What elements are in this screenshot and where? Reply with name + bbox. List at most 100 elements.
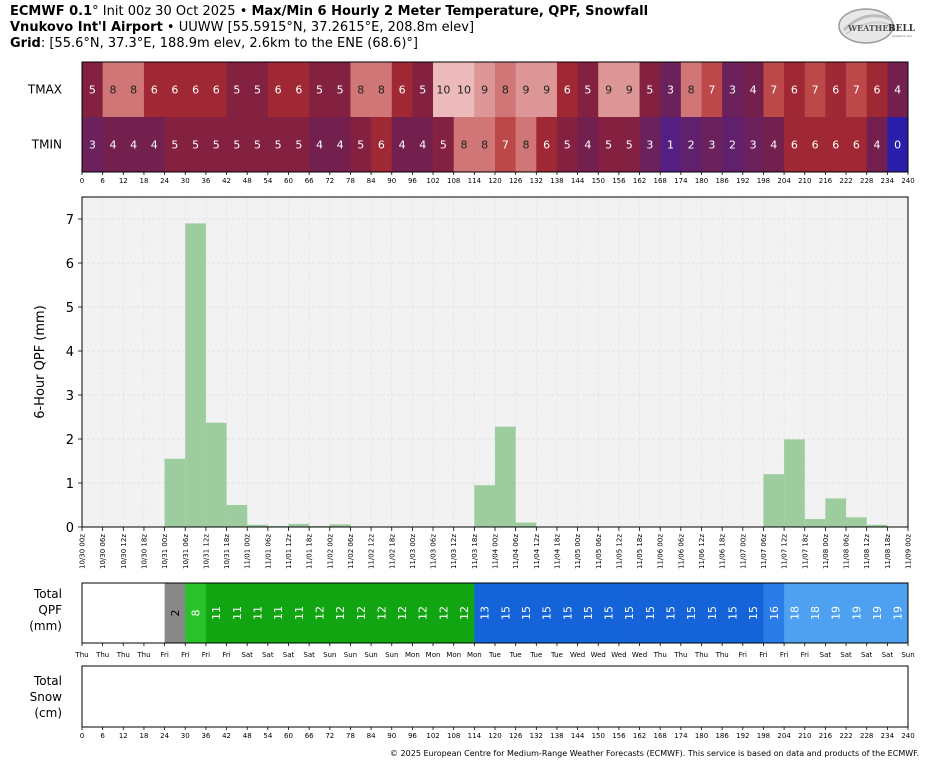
day-label: Fri bbox=[801, 651, 809, 659]
temp-value: 3 bbox=[729, 84, 736, 97]
hour-label: 192 bbox=[736, 177, 749, 185]
total-qpf-value: 12 bbox=[437, 606, 450, 620]
temp-value: 6 bbox=[151, 84, 158, 97]
row-label-tmax: TMAX bbox=[27, 83, 62, 97]
qpf-bar bbox=[804, 519, 826, 527]
day-label: Fri bbox=[780, 651, 788, 659]
day-label: Sat bbox=[861, 651, 873, 659]
temp-cell bbox=[247, 117, 269, 172]
temp-cell bbox=[804, 62, 826, 117]
temp-cell bbox=[701, 117, 723, 172]
temp-cell bbox=[123, 62, 145, 117]
y-tick-label: 5 bbox=[66, 301, 74, 316]
hour-label: 6 bbox=[100, 177, 105, 185]
hour-label: 24 bbox=[160, 177, 169, 185]
temp-value: 4 bbox=[894, 84, 901, 97]
temp-cell bbox=[660, 117, 682, 172]
y-tick-label: 4 bbox=[66, 345, 74, 360]
total-qpf-value: 15 bbox=[706, 606, 719, 620]
hour-label: 6 bbox=[100, 732, 105, 740]
total-qpf-value: 11 bbox=[252, 606, 265, 620]
temp-value: 8 bbox=[481, 139, 488, 152]
temp-cell bbox=[185, 117, 207, 172]
x-tick-label: 11/09 00z bbox=[905, 534, 913, 569]
hour-label: 48 bbox=[243, 177, 252, 185]
day-label: Sun bbox=[323, 651, 336, 659]
x-tick-label: 11/03 18z bbox=[471, 534, 479, 569]
total-qpf-value: 15 bbox=[541, 606, 554, 620]
temp-value: 6 bbox=[171, 84, 178, 97]
total-qpf-cell bbox=[846, 583, 868, 643]
total-qpf-value: 18 bbox=[788, 606, 801, 620]
hour-label: 138 bbox=[550, 732, 563, 740]
hour-label: 144 bbox=[571, 177, 585, 185]
qpf-bar bbox=[288, 523, 310, 527]
hour-label: 120 bbox=[488, 177, 501, 185]
hour-label: 72 bbox=[325, 177, 334, 185]
day-label: Sun bbox=[344, 651, 357, 659]
temp-cell bbox=[205, 117, 227, 172]
total-qpf-value: 19 bbox=[830, 606, 843, 620]
temp-cell bbox=[536, 117, 558, 172]
model-name: ECMWF 0.1 bbox=[10, 4, 93, 19]
day-label: Tue bbox=[550, 651, 563, 659]
temp-cell bbox=[515, 117, 537, 172]
temp-value: 1 bbox=[667, 139, 674, 152]
hour-label: 234 bbox=[881, 732, 895, 740]
temp-value: 5 bbox=[626, 139, 633, 152]
total-qpf-value: 13 bbox=[479, 606, 492, 620]
hour-label: 42 bbox=[222, 177, 231, 185]
temp-value: 10 bbox=[436, 84, 450, 97]
temp-cell bbox=[205, 62, 227, 117]
temp-value: 5 bbox=[295, 139, 302, 152]
hour-label: 204 bbox=[777, 732, 791, 740]
total-qpf-cell bbox=[309, 583, 331, 643]
temp-value: 6 bbox=[853, 139, 860, 152]
temp-cell bbox=[536, 62, 558, 117]
total-qpf-cell bbox=[763, 583, 785, 643]
day-label: Wed bbox=[570, 651, 585, 659]
x-tick-label: 11/01 18z bbox=[306, 534, 314, 569]
logo-text-weather: WEATHER bbox=[847, 23, 895, 33]
total-qpf-cell bbox=[825, 583, 847, 643]
total-qpf-value: 12 bbox=[396, 606, 409, 620]
temp-cell bbox=[329, 117, 351, 172]
hour-label: 60 bbox=[284, 177, 293, 185]
temp-value: 6 bbox=[295, 84, 302, 97]
hour-label: 126 bbox=[509, 177, 523, 185]
temp-cell bbox=[577, 62, 599, 117]
temp-cell bbox=[556, 117, 578, 172]
hour-label: 66 bbox=[305, 177, 314, 185]
total-qpf-value: 16 bbox=[768, 606, 781, 620]
temp-value: 5 bbox=[275, 139, 282, 152]
total-qpf-value: 15 bbox=[665, 606, 678, 620]
day-label: Wed bbox=[591, 651, 606, 659]
temp-value: 6 bbox=[791, 84, 798, 97]
hour-label: 120 bbox=[488, 732, 501, 740]
temp-cell bbox=[267, 117, 289, 172]
x-tick-label: 10/30 18z bbox=[140, 534, 148, 569]
total-qpf-cell bbox=[701, 583, 723, 643]
hour-label: 36 bbox=[201, 732, 210, 740]
temp-value: 8 bbox=[502, 84, 509, 97]
separator: • bbox=[235, 4, 252, 19]
day-label: Tue bbox=[488, 651, 501, 659]
hour-label: 24 bbox=[160, 732, 169, 740]
temp-value: 9 bbox=[522, 84, 529, 97]
day-label: Fri bbox=[181, 651, 189, 659]
hour-label: 198 bbox=[757, 732, 770, 740]
temp-value: 2 bbox=[688, 139, 695, 152]
hour-label: 222 bbox=[839, 177, 852, 185]
temp-value: 8 bbox=[522, 139, 529, 152]
grid-label: Grid bbox=[10, 36, 41, 51]
day-label: Fri bbox=[739, 651, 747, 659]
total-qpf-cell bbox=[660, 583, 682, 643]
total-snow-label: Total bbox=[33, 674, 62, 688]
day-label: Tue bbox=[509, 651, 522, 659]
temp-value: 8 bbox=[688, 84, 695, 97]
total-snow-strip: Total Snow (cm) 0 6 12 18 24 30 36 42 48 54 60 66 72 78 8… bbox=[30, 665, 915, 740]
x-tick-label: 11/03 12z bbox=[450, 534, 458, 569]
total-qpf-value: 12 bbox=[417, 606, 430, 620]
total-qpf-cell bbox=[433, 583, 455, 643]
temp-value: 6 bbox=[812, 139, 819, 152]
